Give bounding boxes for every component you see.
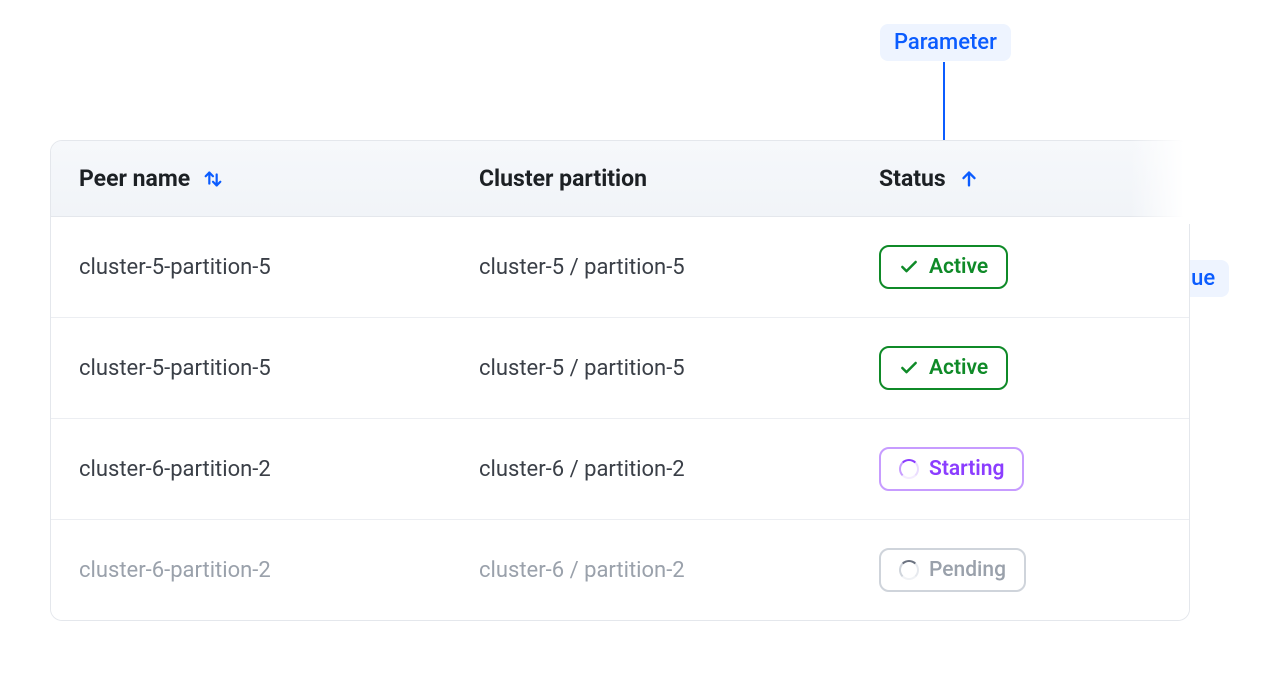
peers-table: Peer name Cluster partition Status [50, 140, 1190, 621]
sort-asc-icon [958, 168, 980, 190]
cell-peer-name: cluster-6-partition-2 [51, 520, 451, 620]
status-label: Active [929, 356, 988, 380]
spinner-icon [899, 560, 919, 580]
table-row[interactable]: cluster-6-partition-2 cluster-6 / partit… [51, 419, 1189, 520]
cell-status: Starting [851, 419, 1190, 519]
cell-peer-name: cluster-5-partition-5 [51, 217, 451, 317]
table-body: cluster-5-partition-5 cluster-5 / partit… [51, 217, 1189, 620]
cell-cluster-partition: cluster-6 / partition-2 [451, 419, 851, 519]
status-badge-active: Active [879, 346, 1008, 390]
cell-peer-name: cluster-6-partition-2 [51, 419, 451, 519]
table-row[interactable]: cluster-5-partition-5 cluster-5 / partit… [51, 217, 1189, 318]
cell-status: Active [851, 318, 1190, 418]
cell-status: Pending [851, 520, 1190, 620]
column-header-cluster-partition[interactable]: Cluster partition [451, 141, 851, 216]
status-label: Active [929, 255, 988, 279]
cell-peer-name: cluster-5-partition-5 [51, 318, 451, 418]
column-header-label: Peer name [79, 165, 190, 192]
cell-status: Active [851, 217, 1190, 317]
cell-cluster-partition: cluster-5 / partition-5 [451, 217, 851, 317]
status-badge-active: Active [879, 245, 1008, 289]
column-header-status[interactable]: Status [851, 141, 1190, 216]
cell-cluster-partition: cluster-6 / partition-2 [451, 520, 851, 620]
cell-cluster-partition: cluster-5 / partition-5 [451, 318, 851, 418]
table-row[interactable]: cluster-6-partition-2 cluster-6 / partit… [51, 520, 1189, 620]
column-header-label: Cluster partition [479, 165, 647, 192]
status-badge-starting: Starting [879, 447, 1024, 491]
status-label: Starting [929, 457, 1004, 481]
check-icon [899, 257, 919, 277]
table-header: Peer name Cluster partition Status [51, 141, 1189, 217]
check-icon [899, 358, 919, 378]
status-badge-pending: Pending [879, 548, 1026, 592]
status-label: Pending [929, 558, 1006, 582]
column-header-label: Status [879, 165, 946, 192]
table-row[interactable]: cluster-5-partition-5 cluster-5 / partit… [51, 318, 1189, 419]
sort-both-icon [202, 168, 224, 190]
spinner-icon [899, 459, 919, 479]
callout-parameter: Parameter [880, 24, 1011, 61]
column-header-peer-name[interactable]: Peer name [51, 141, 451, 216]
